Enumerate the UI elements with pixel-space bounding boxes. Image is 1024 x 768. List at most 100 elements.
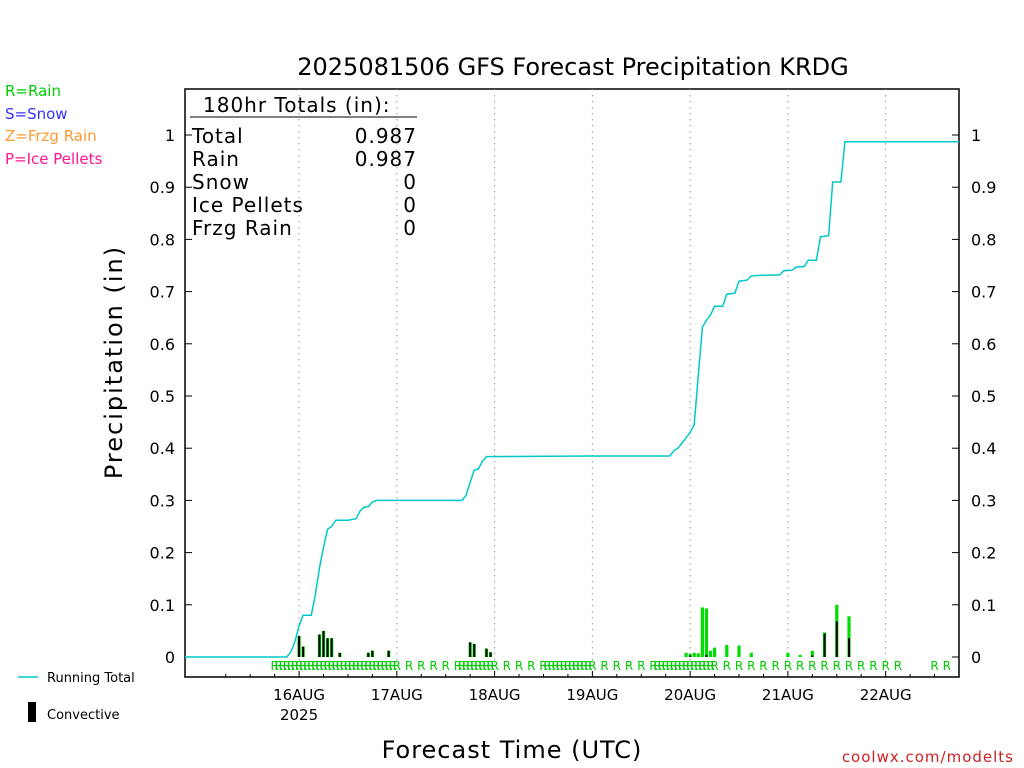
precip-type-mark: R: [364, 659, 372, 673]
y-tick-label-right: 0: [971, 648, 981, 667]
y-tick-label-left: 0.3: [150, 491, 175, 510]
precip-type-mark: R: [723, 659, 731, 673]
y-tick-label-left: 0.2: [150, 544, 175, 563]
precip-type-mark: R: [283, 659, 291, 673]
rain-bar: [725, 644, 729, 657]
precip-type-mark: R: [649, 659, 657, 673]
precip-type-mark: R: [405, 659, 413, 673]
running-total-line: [185, 141, 959, 658]
precip-type-mark: R: [613, 659, 621, 673]
y-tick-label-right: 0.9: [971, 178, 996, 197]
x-tick-label: 22AUG: [860, 686, 912, 704]
precip-type-mark: R: [678, 659, 686, 673]
precip-type-mark: R: [772, 659, 780, 673]
precip-type-mark: R: [478, 659, 486, 673]
precip-type-mark: R: [307, 659, 315, 673]
precip-type-mark: R: [943, 659, 951, 673]
precip-type-mark: R: [686, 659, 694, 673]
x-axis-ticks: 16AUG 2025 17AUG 18AUG 19AUG 20AUG 21AUG 22AUG: [225, 671, 960, 724]
precip-type-mark: R: [568, 659, 576, 673]
x-tick-label: 20AUG: [664, 686, 716, 704]
x-tick-label: 19AUG: [566, 686, 618, 704]
precip-type-mark: R: [690, 659, 698, 673]
y-axis-ticks: 0 00.1 0.10.2 0.20.3 0.30.4 0.40.5 0.50.6 0.60.…: [150, 126, 997, 667]
precip-type-mark: R: [784, 659, 792, 673]
legend-convective-swatch: [28, 702, 36, 722]
precip-type-mark: R: [882, 659, 890, 673]
precip-type-mark: R: [482, 659, 490, 673]
precip-type-mark: R: [470, 659, 478, 673]
y-tick-label-left: 0.8: [150, 230, 175, 249]
precip-type-mark: R: [682, 659, 690, 673]
precip-type-mark: R: [356, 659, 364, 673]
watermark: coolwx.com/modelts: [842, 748, 1014, 766]
precip-type-mark: R: [503, 659, 511, 673]
grid-lines: [298, 89, 887, 677]
precip-type-mark: R: [666, 659, 674, 673]
rain-bar: [688, 653, 692, 657]
precip-type-mark: R: [490, 659, 498, 673]
precip-type-mark: R: [845, 659, 853, 673]
convective-bar: [473, 643, 476, 657]
precip-type-mark: R: [670, 659, 678, 673]
precip-type-mark: R: [857, 659, 865, 673]
precip-type-mark: R: [372, 659, 380, 673]
rain-bar: [684, 652, 688, 657]
y-tick-label-left: 0.1: [150, 596, 175, 615]
precip-type-mark: R: [332, 659, 340, 673]
precip-type-mark: R: [287, 659, 295, 673]
totals-row-label: Total: [191, 124, 244, 148]
legend-running-total-label: Running Total: [47, 671, 135, 686]
precip-type-mark: R: [393, 659, 401, 673]
totals-row-value: 0: [403, 193, 417, 217]
totals-box: 180hr Totals (in): Total 0.987 Rain 0.987 Sn…: [190, 93, 417, 240]
precip-type-mark: R: [584, 659, 592, 673]
plot-frame: [184, 88, 960, 678]
rain-bar: [692, 652, 696, 657]
precip-bars: [297, 604, 851, 657]
y-tick-label-left: 0.7: [150, 283, 175, 302]
y-tick-label-left: 0.9: [150, 178, 175, 197]
precip-type-mark: R: [662, 659, 670, 673]
precip-type-mark: R: [543, 659, 551, 673]
convective-bar: [689, 655, 692, 657]
convective-bar: [322, 630, 325, 657]
convective-bar: [367, 652, 370, 657]
x-axis-label: Forecast Time (UTC): [382, 736, 643, 764]
precip-type-mark: R: [429, 659, 437, 673]
precip-type-mark: R: [303, 659, 311, 673]
precip-type-mark: R: [291, 659, 299, 673]
rain-bar: [749, 652, 753, 657]
y-tick-label-right: 0.6: [971, 335, 996, 354]
precip-type-mark: R: [833, 659, 841, 673]
convective-bar: [330, 638, 333, 657]
precip-type-mark: R: [323, 659, 331, 673]
convective-bar: [318, 634, 321, 657]
precip-type-mark: R: [344, 659, 352, 673]
y-tick-label-right: 0.7: [971, 283, 996, 302]
convective-bar: [489, 652, 492, 657]
precip-type-mark: R: [930, 659, 938, 673]
precip-type-mark: R: [552, 659, 560, 673]
totals-row-value: 0: [403, 216, 417, 240]
precip-type-mark: R: [466, 659, 474, 673]
totals-row-label: Ice Pellets: [192, 193, 304, 217]
precip-type-mark: R: [576, 659, 584, 673]
precip-type-mark: R: [417, 659, 425, 673]
convective-bar: [338, 652, 341, 657]
precip-type-mark: R: [442, 659, 450, 673]
x-tick-label: 21AUG: [762, 686, 814, 704]
x-tick-label: 17AUG: [371, 686, 423, 704]
precip-type-mark: R: [572, 659, 580, 673]
precip-type-mark: R: [759, 659, 767, 673]
totals-row-value: 0.987: [355, 147, 417, 171]
y-tick-label-left: 1: [165, 126, 175, 145]
precip-type-mark: R: [539, 659, 547, 673]
y-tick-label-right: 0.2: [971, 544, 996, 563]
totals-row-label: Snow: [192, 170, 250, 194]
y-tick-label-right: 0.3: [971, 491, 996, 510]
precip-type-mark: R: [389, 659, 397, 673]
precip-type-mark: R: [279, 659, 287, 673]
precip-type-mark: R: [385, 659, 393, 673]
precip-type-mark: R: [820, 659, 828, 673]
